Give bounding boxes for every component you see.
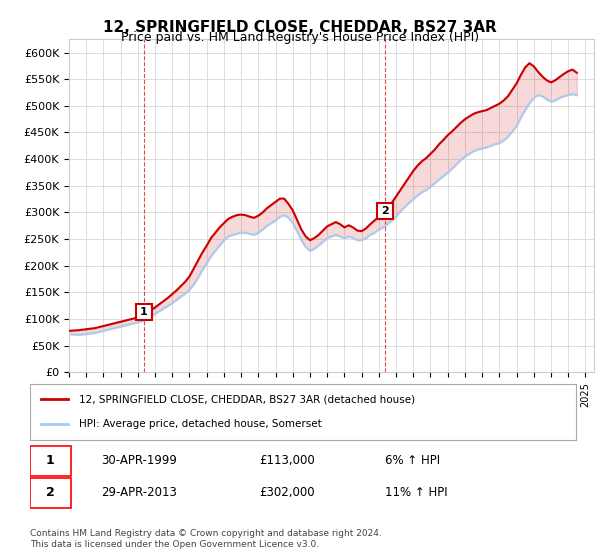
Text: 1: 1 <box>140 307 148 317</box>
Text: 1: 1 <box>46 454 55 467</box>
Text: 6% ↑ HPI: 6% ↑ HPI <box>385 454 440 467</box>
FancyBboxPatch shape <box>30 446 71 475</box>
Text: 11% ↑ HPI: 11% ↑ HPI <box>385 486 448 500</box>
Text: 29-APR-2013: 29-APR-2013 <box>101 486 177 500</box>
Text: 12, SPRINGFIELD CLOSE, CHEDDAR, BS27 3AR: 12, SPRINGFIELD CLOSE, CHEDDAR, BS27 3AR <box>103 20 497 35</box>
Text: HPI: Average price, detached house, Somerset: HPI: Average price, detached house, Some… <box>79 419 322 429</box>
Text: £113,000: £113,000 <box>259 454 315 467</box>
Text: Price paid vs. HM Land Registry's House Price Index (HPI): Price paid vs. HM Land Registry's House … <box>121 31 479 44</box>
Text: 30-APR-1999: 30-APR-1999 <box>101 454 177 467</box>
FancyBboxPatch shape <box>30 478 71 508</box>
Text: £302,000: £302,000 <box>259 486 315 500</box>
Text: 2: 2 <box>46 486 55 500</box>
Text: 12, SPRINGFIELD CLOSE, CHEDDAR, BS27 3AR (detached house): 12, SPRINGFIELD CLOSE, CHEDDAR, BS27 3AR… <box>79 394 415 404</box>
Text: 2: 2 <box>380 207 388 216</box>
Text: Contains HM Land Registry data © Crown copyright and database right 2024.
This d: Contains HM Land Registry data © Crown c… <box>30 529 382 549</box>
